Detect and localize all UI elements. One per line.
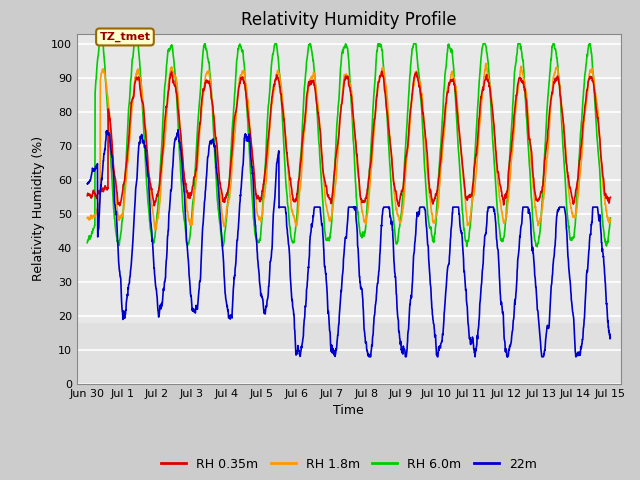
Y-axis label: Relativity Humidity (%): Relativity Humidity (%)	[33, 136, 45, 281]
X-axis label: Time: Time	[333, 405, 364, 418]
Text: TZ_tmet: TZ_tmet	[99, 32, 150, 42]
Title: Relativity Humidity Profile: Relativity Humidity Profile	[241, 11, 456, 29]
Legend: RH 0.35m, RH 1.8m, RH 6.0m, 22m: RH 0.35m, RH 1.8m, RH 6.0m, 22m	[156, 453, 541, 476]
Bar	[77, 34, 621, 323]
